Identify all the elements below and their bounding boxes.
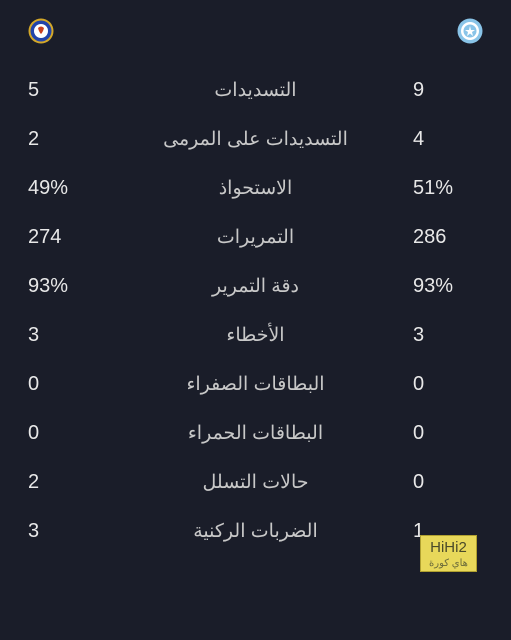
stat-value-left: 51% [413,177,483,200]
stat-row: 0 البطاقات الصفراء 0 [28,360,483,409]
stat-value-right: 3 [28,324,98,347]
stat-value-left: 0 [413,422,483,445]
stat-label: حالات التسلل [98,471,413,494]
stat-label: الضربات الركنية [98,520,413,543]
stat-row: 286 التمريرات 274 [28,213,483,262]
team-badge-left [457,18,483,44]
stat-value-right: 93% [28,275,98,298]
stat-row: 1 الضربات الركنية 3 [28,507,483,556]
stat-row: 9 التسديدات 5 [28,66,483,115]
stat-label: الاستحواذ [98,177,413,200]
stat-label: دقة التمرير [98,275,413,298]
stat-value-left: 9 [413,79,483,102]
leicester-badge-icon [28,18,54,44]
stat-value-right: 2 [28,128,98,151]
stat-value-right: 3 [28,520,98,543]
watermark-sub: هاي كورة [429,558,468,569]
stat-label: التسديدات على المرمى [98,128,413,151]
stat-row: 0 حالات التسلل 2 [28,458,483,507]
stat-value-left: 3 [413,324,483,347]
watermark-badge: HiHi2 هاي كورة [420,535,477,572]
teams-header [0,0,511,54]
stat-value-left: 0 [413,471,483,494]
stat-label: الأخطاء [98,324,413,347]
stat-value-left: 4 [413,128,483,151]
stat-value-left: 0 [413,373,483,396]
stat-value-right: 0 [28,373,98,396]
stat-label: التمريرات [98,226,413,249]
stat-row: 3 الأخطاء 3 [28,311,483,360]
stat-value-right: 5 [28,79,98,102]
stat-row: 4 التسديدات على المرمى 2 [28,115,483,164]
team-badge-right [28,18,54,44]
stat-label: البطاقات الصفراء [98,373,413,396]
stat-value-right: 49% [28,177,98,200]
city-badge-icon [457,18,483,44]
stat-row: 93% دقة التمرير 93% [28,262,483,311]
stat-value-right: 2 [28,471,98,494]
stat-label: البطاقات الحمراء [98,422,413,445]
watermark-main: HiHi2 [429,540,468,557]
stat-value-right: 274 [28,226,98,249]
stat-row: 51% الاستحواذ 49% [28,164,483,213]
stat-value-left: 286 [413,226,483,249]
stat-value-left: 93% [413,275,483,298]
stat-label: التسديدات [98,79,413,102]
stat-value-right: 0 [28,422,98,445]
stats-table: 9 التسديدات 5 4 التسديدات على المرمى 2 5… [0,54,511,556]
stat-row: 0 البطاقات الحمراء 0 [28,409,483,458]
